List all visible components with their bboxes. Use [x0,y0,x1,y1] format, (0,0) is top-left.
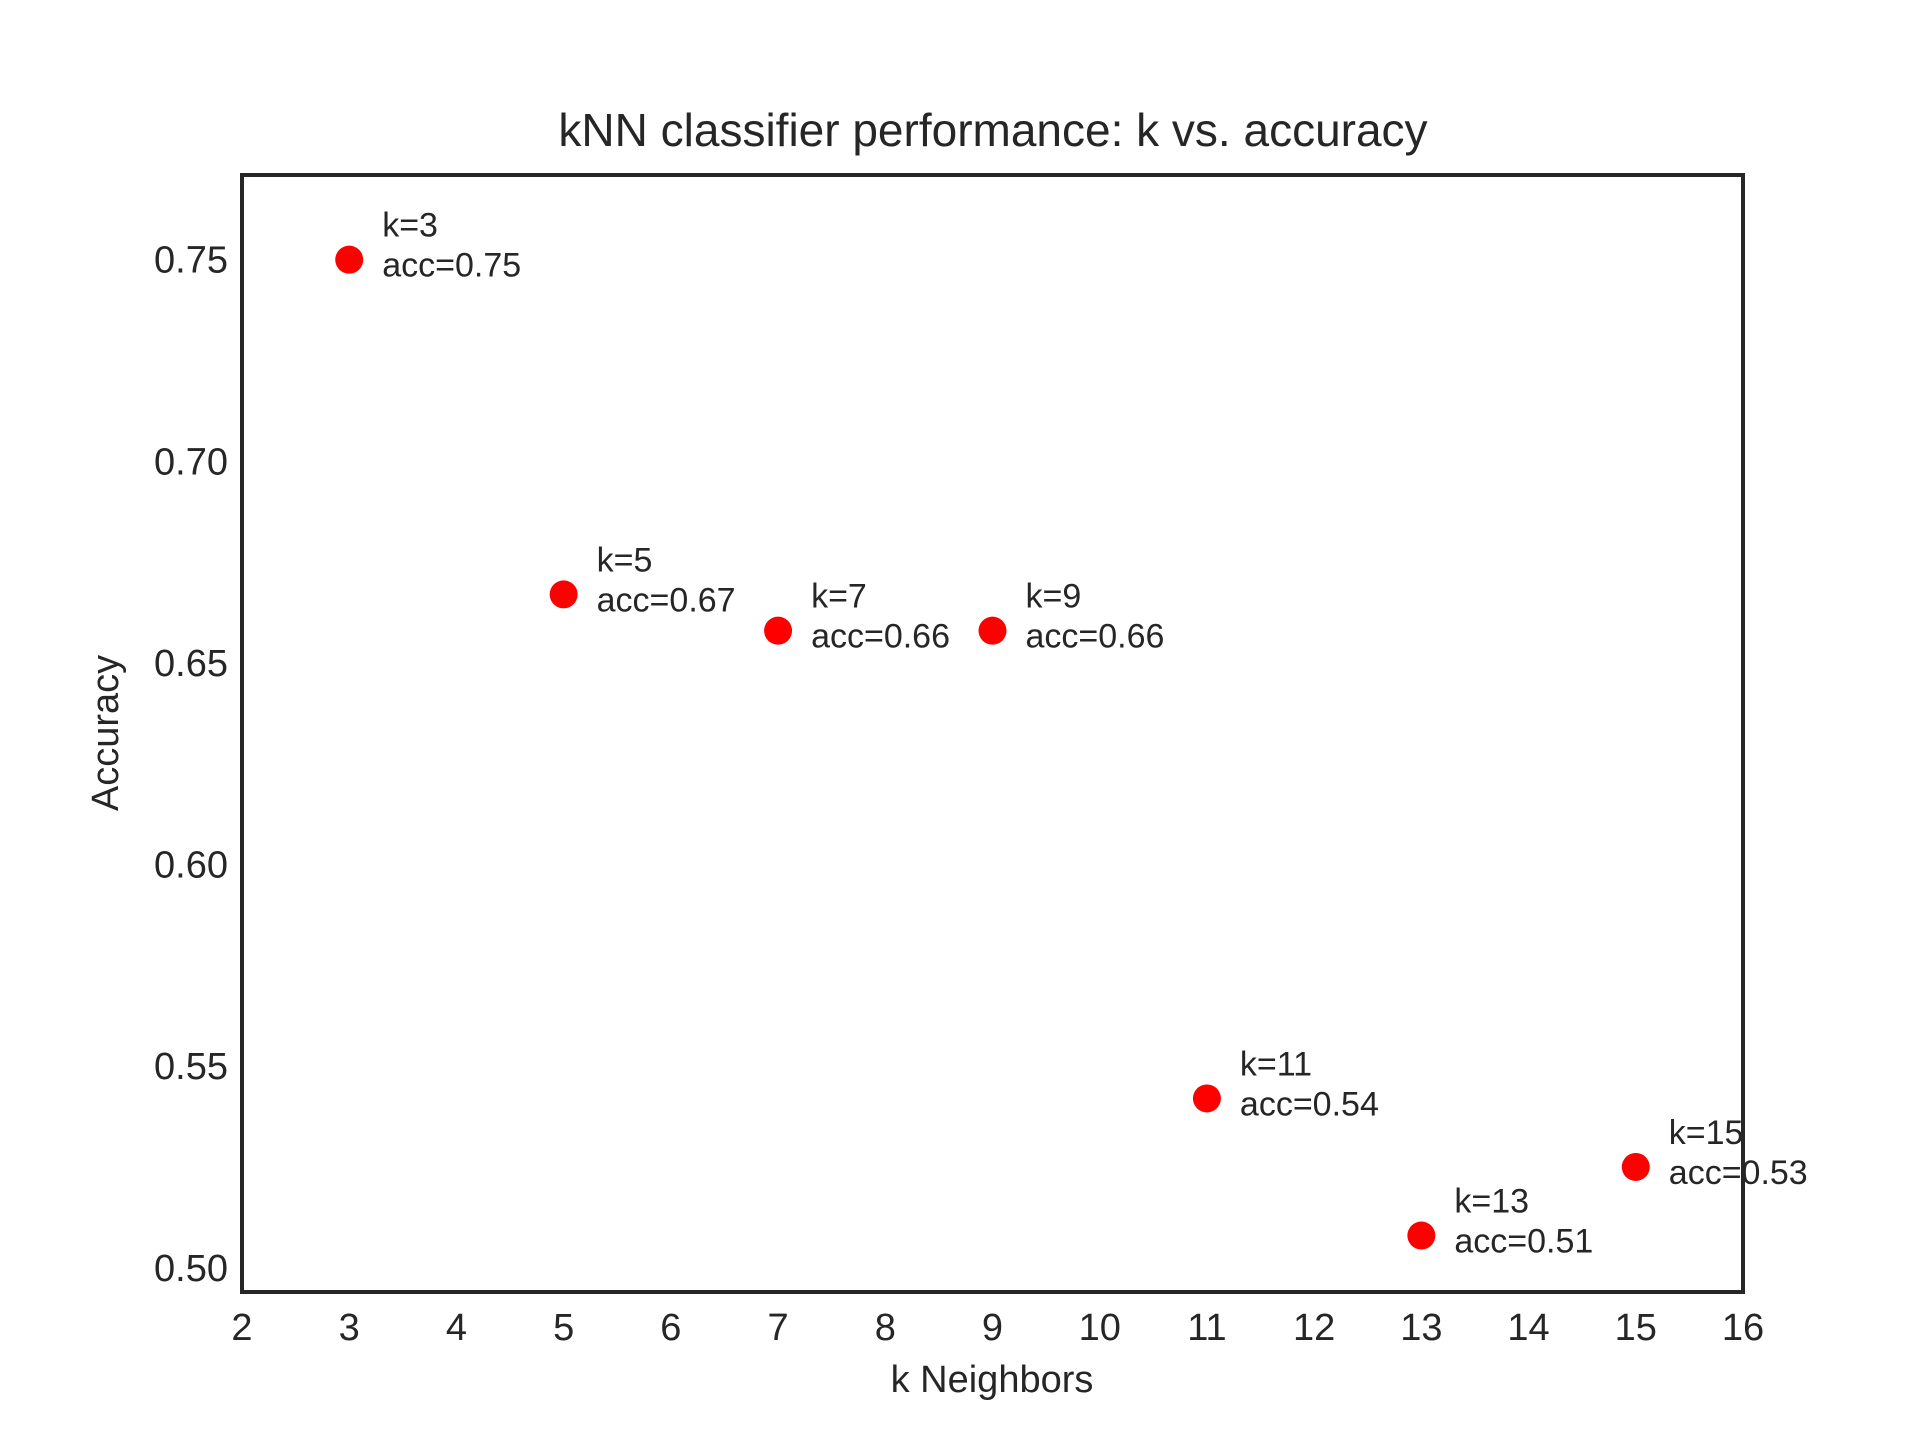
y-tick-label: 0.65 [154,643,228,685]
data-point [978,616,1007,645]
x-tick-label: 16 [1722,1307,1764,1349]
data-point [1621,1152,1650,1181]
data-point [1407,1221,1436,1250]
x-tick-label: 6 [660,1307,681,1349]
data-label-acc: acc=0.51 [1454,1223,1593,1261]
x-axis-label: k Neighbors [891,1359,1094,1401]
x-tick-label: 4 [446,1307,467,1349]
data-label-k: k=7 [811,578,867,616]
x-tick-label: 5 [553,1307,574,1349]
data-label-k: k=15 [1669,1114,1744,1152]
data-label-k: k=5 [597,541,653,579]
x-tick-label: 2 [231,1307,252,1349]
data-label-k: k=9 [1026,578,1082,616]
x-tick-label: 12 [1293,1307,1335,1349]
x-tick-label: 8 [875,1307,896,1349]
data-label-acc: acc=0.54 [1240,1085,1379,1123]
data-label-k: k=3 [382,207,438,245]
data-point [335,245,364,274]
data-label-acc: acc=0.67 [597,581,736,619]
data-label-k: k=11 [1240,1045,1312,1083]
y-tick-label: 0.70 [154,441,228,483]
data-label-acc: acc=0.66 [1026,618,1165,656]
y-tick-label: 0.55 [154,1046,228,1088]
data-point [549,580,578,609]
data-label-k: k=13 [1454,1183,1529,1221]
data-point [764,616,793,645]
data-label-acc: acc=0.53 [1669,1154,1808,1192]
x-tick-label: 15 [1615,1307,1657,1349]
data-label-acc: acc=0.75 [382,247,521,285]
x-tick-label: 3 [339,1307,360,1349]
y-tick-label: 0.75 [154,240,228,282]
x-tick-label: 11 [1187,1307,1226,1349]
chart-title: kNN classifier performance: k vs. accura… [558,104,1427,156]
y-tick-label: 0.50 [154,1248,228,1290]
x-tick-label: 10 [1079,1307,1121,1349]
x-tick-label: 7 [768,1307,789,1349]
x-axis-ticks: 2 3 4 5 6 7 8 9 10 11 12 13 14 15 16 [231,1307,1764,1349]
plot-area-frame [240,173,1745,1294]
x-tick-label: 9 [982,1307,1003,1349]
y-tick-label: 0.60 [154,845,228,887]
data-point [1192,1084,1221,1113]
y-axis-label: Accuracy [85,655,127,811]
data-points [335,245,1650,1250]
data-label-acc: acc=0.66 [811,618,950,656]
x-tick-label: 13 [1400,1307,1442,1349]
x-tick-label: 14 [1507,1307,1549,1349]
y-axis-ticks: 0.50 0.55 0.60 0.65 0.70 0.75 [154,240,228,1290]
